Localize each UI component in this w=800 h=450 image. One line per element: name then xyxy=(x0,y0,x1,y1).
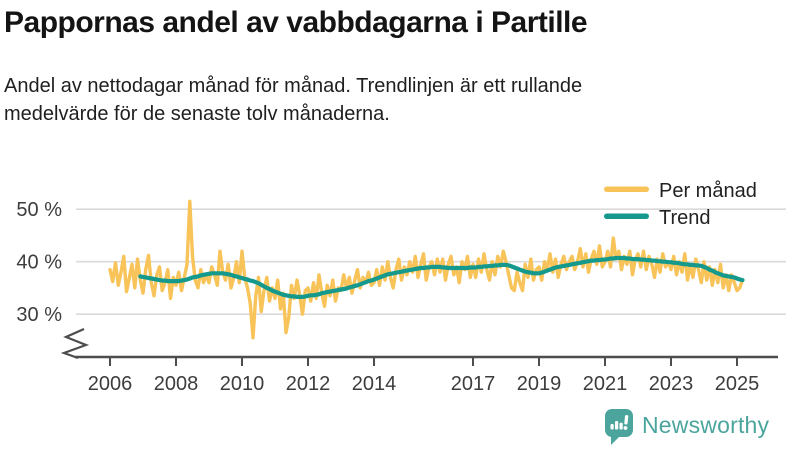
newsworthy-speech-bubble-barchart-icon xyxy=(605,409,633,445)
newsworthy-logo-svg: Newsworthy xyxy=(605,409,770,445)
x-tick-label-2008: 2008 xyxy=(154,373,199,395)
newsworthy-wordmark: Newsworthy xyxy=(642,412,770,438)
x-tick-label-2014: 2014 xyxy=(352,373,397,395)
chart-legend: Per månad Trend xyxy=(604,180,757,229)
y-tick-label-50: 50 % xyxy=(16,199,62,221)
x-tick-label-2012: 2012 xyxy=(286,373,331,395)
y-tick-label-30: 30 % xyxy=(16,304,62,326)
chart-subtitle: Andel av nettodagar månad för månad. Tre… xyxy=(4,72,764,128)
y-tick-label-40: 40 % xyxy=(16,252,62,274)
x-axis-ticks xyxy=(109,357,738,366)
x-tick-label-2023: 2023 xyxy=(649,373,694,395)
per-manad-line xyxy=(108,199,745,340)
legend-swatch-per-manad xyxy=(604,186,649,192)
x-tick-label-2017: 2017 xyxy=(451,373,496,395)
trend-line xyxy=(138,255,745,299)
chart-subtitle-line2: medelvärde för de senaste tolv månaderna… xyxy=(4,103,390,125)
legend-label-trend: Trend xyxy=(659,207,711,229)
x-tick-label-2025: 2025 xyxy=(715,373,760,395)
legend-label-per-manad: Per månad xyxy=(659,180,757,202)
x-tick-label-2010: 2010 xyxy=(220,373,265,395)
y-axis-break-icon xyxy=(60,327,90,360)
x-tick-label-2019: 2019 xyxy=(517,373,562,395)
newsworthy-logo: Newsworthy xyxy=(602,406,792,450)
page-title: Pappornas andel av vabbdagarna i Partill… xyxy=(4,6,588,39)
chart-subtitle-line1: Andel av nettodagar månad för månad. Tre… xyxy=(4,75,583,97)
x-tick-label-2021: 2021 xyxy=(583,373,628,395)
legend-swatch-trend xyxy=(604,213,649,219)
x-tick-label-2006: 2006 xyxy=(88,373,133,395)
